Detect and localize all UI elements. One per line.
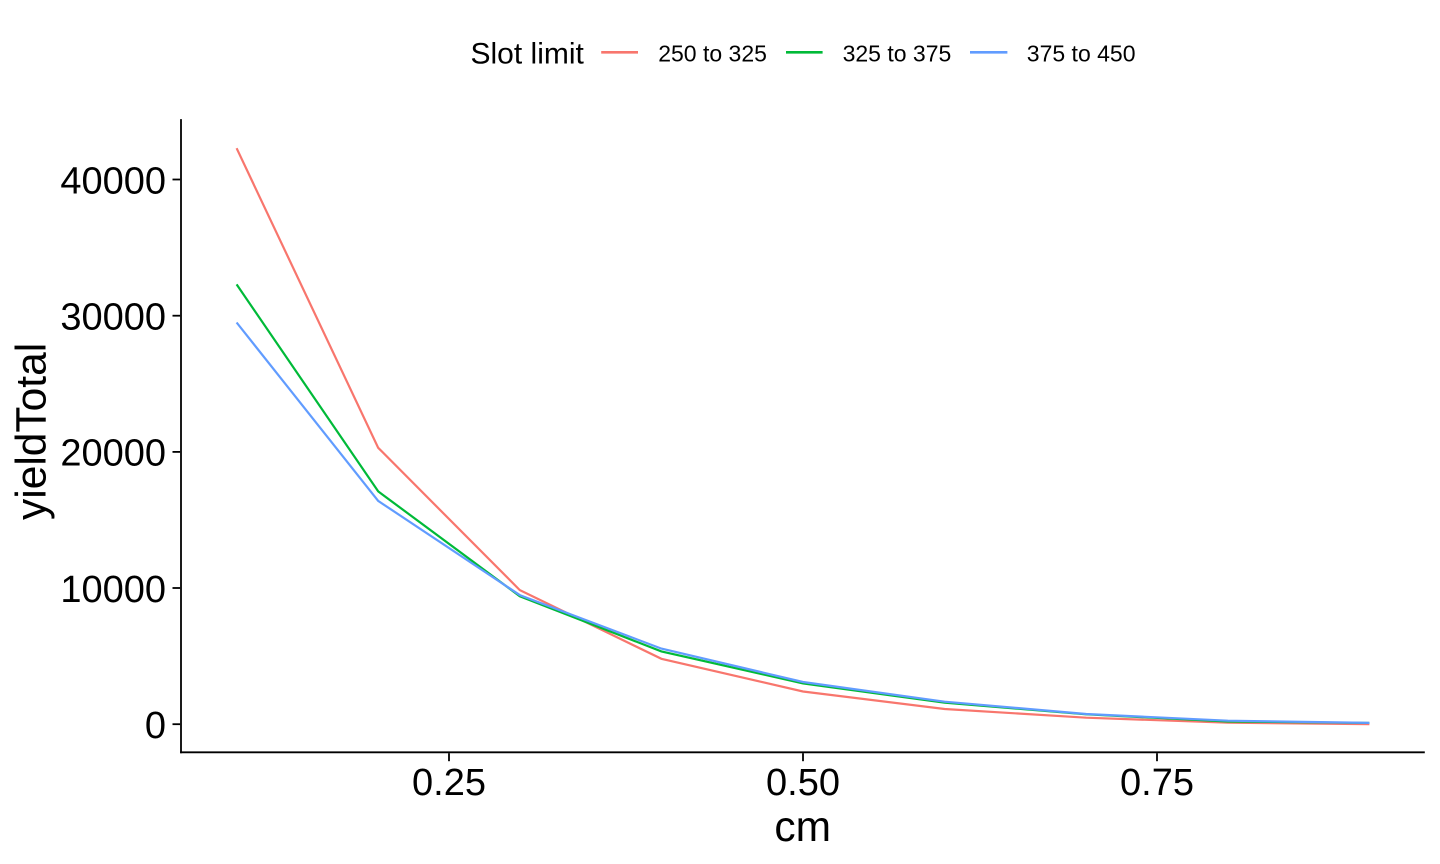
svg-text:yieldTotal: yieldTotal	[9, 343, 56, 520]
svg-text:0.25: 0.25	[412, 762, 486, 804]
svg-text:0.50: 0.50	[766, 762, 840, 804]
svg-text:250 to 325: 250 to 325	[658, 41, 767, 67]
svg-text:0.75: 0.75	[1120, 762, 1194, 804]
svg-text:Slot limit: Slot limit	[471, 38, 585, 71]
svg-text:0: 0	[145, 705, 166, 747]
svg-text:325 to 375: 325 to 375	[843, 41, 952, 67]
svg-text:30000: 30000	[60, 297, 166, 339]
svg-text:10000: 10000	[60, 569, 166, 611]
svg-text:375 to 450: 375 to 450	[1027, 41, 1136, 67]
svg-text:20000: 20000	[60, 433, 166, 475]
svg-text:40000: 40000	[60, 160, 166, 202]
svg-text:cm: cm	[774, 804, 831, 851]
